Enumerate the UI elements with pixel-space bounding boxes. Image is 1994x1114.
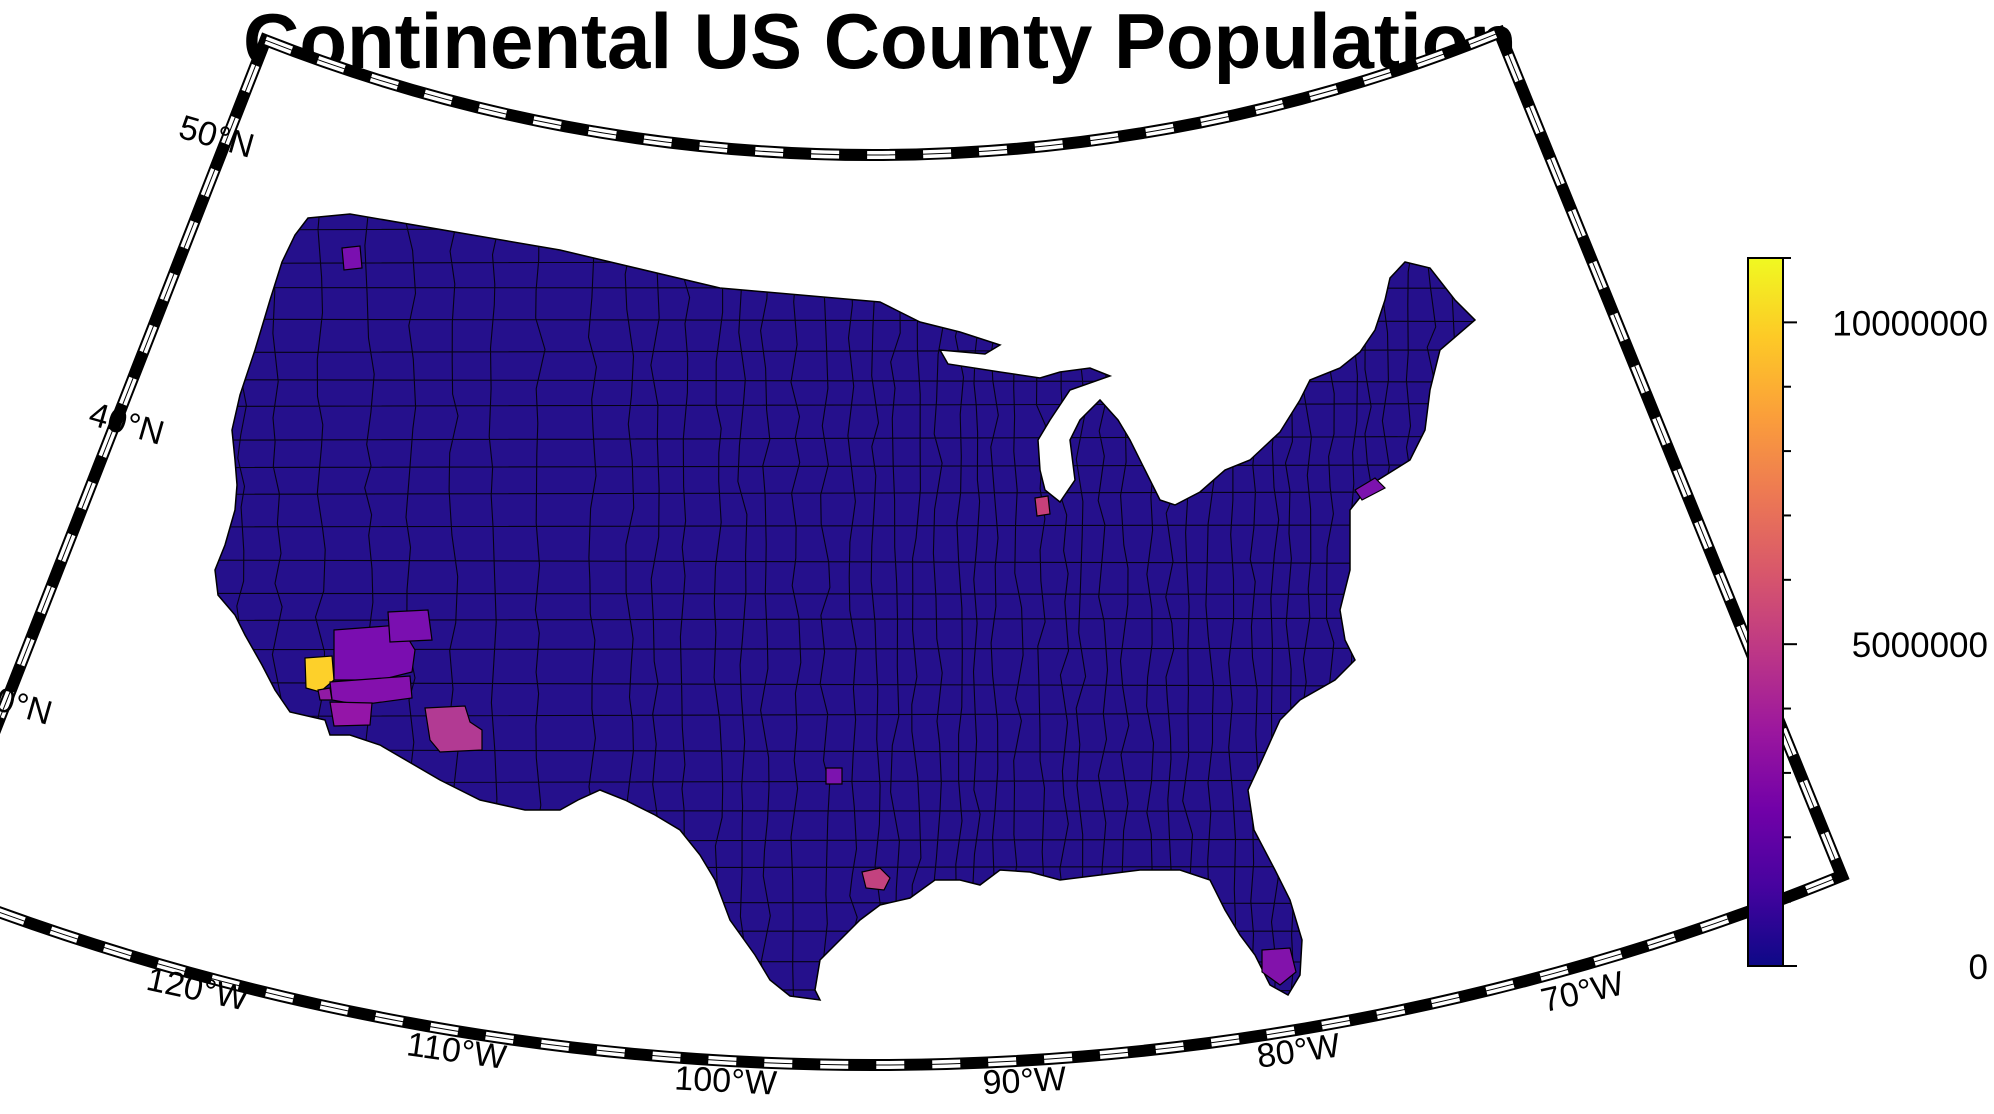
us-counties-map <box>214 213 1477 1001</box>
county-miami-dade-county <box>1261 947 1297 986</box>
colorbar-label: 10000000 <box>1832 304 1988 343</box>
colorbar-gradient <box>1747 257 1784 967</box>
county-harris-county <box>861 867 891 891</box>
colorbar: 10000000 5000000 0 <box>1747 257 1988 987</box>
county-clark-county <box>387 609 433 643</box>
frame-inner-line <box>0 32 1843 1066</box>
colorbar-label: 0 <box>1969 948 1988 987</box>
county-los-angeles-county <box>304 655 335 693</box>
longitude-label: 100°W <box>673 1059 777 1102</box>
county-dallas-county <box>825 767 843 785</box>
contiguous-us-landmass <box>214 213 1477 1001</box>
colorbar-label: 5000000 <box>1852 626 1988 665</box>
county-kings-county <box>1354 477 1387 501</box>
county-orange-county <box>317 687 333 701</box>
highlighted-counties <box>304 245 1387 986</box>
county-cook-county <box>1034 495 1051 517</box>
longitude-label: 90°W <box>982 1060 1067 1102</box>
county-maricopa-county <box>424 705 483 753</box>
colorbar-ticks <box>1783 257 1797 967</box>
colorbar-labels: 10000000 5000000 0 <box>1832 304 1988 987</box>
map-title: Continental US County Population <box>243 0 1517 85</box>
county-san-diego-county <box>329 701 373 727</box>
county-king-county <box>341 245 363 271</box>
